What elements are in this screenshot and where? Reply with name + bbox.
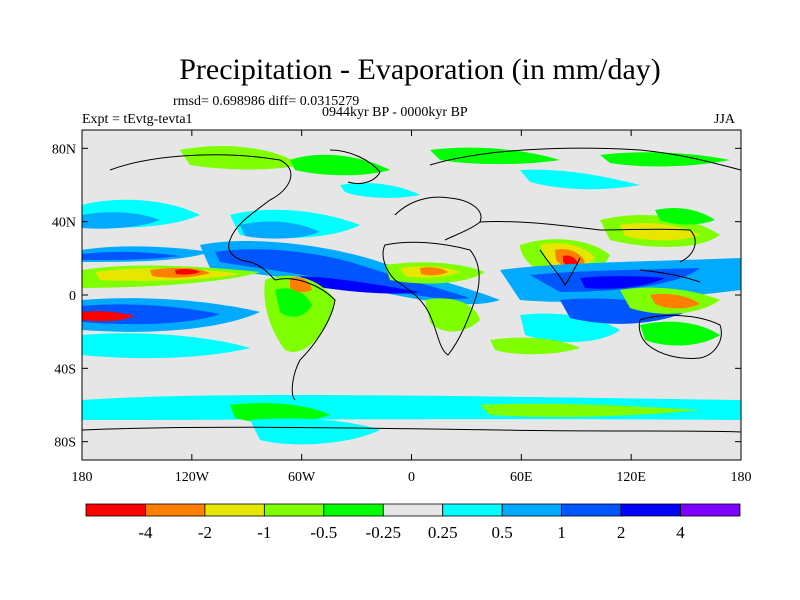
colorbar-label: 2: [617, 523, 626, 542]
y-tick-label: 40N: [52, 216, 76, 231]
experiment-label: Expt = tEvtg-tevta1: [82, 112, 193, 127]
colorbar-swatch: [561, 503, 622, 517]
colorbar-swatch: [382, 503, 444, 517]
y-tick-label: 80S: [54, 436, 76, 451]
x-axis: 180 120W 60W 0 60E 120E 180: [72, 130, 752, 485]
colorbar-label: -2: [198, 523, 212, 542]
x-tick-label: 60E: [510, 470, 533, 485]
colorbar-swatch: [145, 503, 206, 517]
y-tick-label: 0: [69, 289, 76, 304]
colorbar: -4 -2 -1 -0.5 -0.25 0.25 0.5 1 2 4: [85, 503, 741, 542]
colorbar-label: -0.25: [366, 523, 401, 542]
x-tick-label: 60W: [288, 470, 316, 485]
colorbar-label: 0.25: [428, 523, 458, 542]
x-tick-label: 180: [72, 470, 93, 485]
x-tick-label: 120W: [175, 470, 210, 485]
colorbar-swatch: [263, 503, 325, 517]
coastlines: [82, 147, 741, 433]
colorbar-label: -1: [257, 523, 271, 542]
season-label: JJA: [714, 112, 736, 127]
colorbar-swatch: [680, 503, 741, 517]
colorbar-swatch: [204, 503, 265, 517]
colorbar-swatch: [323, 503, 384, 517]
map-field: [82, 130, 741, 460]
period-label: 0944kyr BP - 0000kyr BP: [322, 105, 468, 120]
x-tick-label: 120E: [616, 470, 646, 485]
colorbar-swatch: [620, 503, 681, 517]
colorbar-label: 1: [557, 523, 566, 542]
colorbar-swatch: [85, 503, 146, 517]
y-axis: 80N 40N 0 40S 80S: [52, 142, 741, 451]
colorbar-label: 4: [676, 523, 685, 542]
colorbar-label: 0.5: [492, 523, 513, 542]
colorbar-swatch: [501, 503, 563, 517]
stats-label: rmsd= 0.698986 diff= 0.0315279: [173, 94, 360, 109]
chart-title: Precipitation - Evaporation (in mm/day): [179, 53, 661, 86]
x-tick-label: 180: [731, 470, 752, 485]
colorbar-label: -0.5: [310, 523, 337, 542]
y-tick-label: 40S: [54, 362, 76, 377]
colorbar-swatch: [442, 503, 503, 517]
y-tick-label: 80N: [52, 142, 76, 157]
x-tick-label: 0: [408, 470, 415, 485]
colorbar-label: -4: [138, 523, 153, 542]
